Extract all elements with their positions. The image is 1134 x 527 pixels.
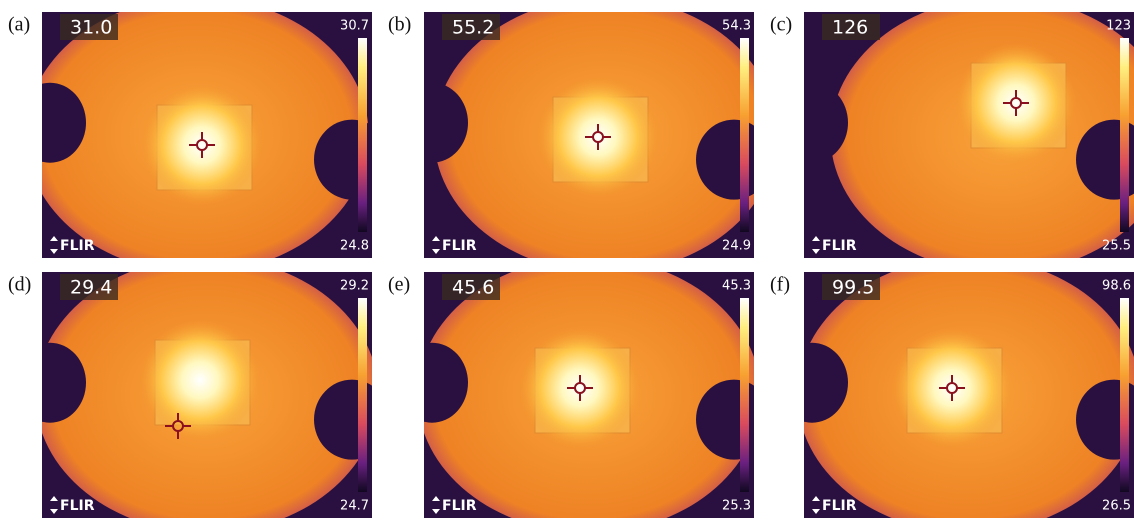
board-notch xyxy=(396,343,468,423)
scale-min: 24.7 xyxy=(340,499,369,514)
panel-label: (d) xyxy=(8,274,31,296)
scale-min: 26.5 xyxy=(1102,499,1131,514)
thermal-image: 45.6 45.3 25.3 FLIR xyxy=(396,257,772,523)
panel-label: (f) xyxy=(770,274,790,296)
spot-temperature: 29.4 xyxy=(70,277,112,299)
logo: FLIR xyxy=(442,498,477,514)
color-scale xyxy=(358,38,367,232)
color-scale xyxy=(358,298,367,492)
board-notch xyxy=(314,120,390,200)
spot-temperature: 45.6 xyxy=(452,277,494,299)
scale-min: 24.8 xyxy=(340,239,369,254)
board-notch xyxy=(396,83,468,163)
scale-min: 24.9 xyxy=(722,239,751,254)
spot-temperature: 31.0 xyxy=(70,17,112,39)
scale-max: 123 xyxy=(1106,19,1131,34)
scale-max: 30.7 xyxy=(340,19,369,34)
spot-temperature: 126 xyxy=(832,17,868,39)
scale-max: 45.3 xyxy=(722,279,751,294)
scale-min: 25.3 xyxy=(722,499,751,514)
hot-spot xyxy=(892,328,1012,448)
thermal-image: 99.5 98.6 26.5 FLIR xyxy=(776,257,1134,523)
hot-spot xyxy=(538,77,658,197)
panel-label: (c) xyxy=(770,14,792,36)
board-notch xyxy=(696,120,772,200)
scale-min: 25.5 xyxy=(1102,239,1131,254)
scale-max: 54.3 xyxy=(722,19,751,34)
color-scale xyxy=(1120,298,1129,492)
logo: FLIR xyxy=(60,498,95,514)
color-scale xyxy=(740,298,749,492)
panel-label: (e) xyxy=(388,274,410,296)
spot-temperature: 55.2 xyxy=(452,17,494,39)
spot-temperature: 99.5 xyxy=(832,277,874,299)
board-notch xyxy=(696,380,772,460)
logo: FLIR xyxy=(822,238,857,254)
logo: FLIR xyxy=(822,498,857,514)
panel-label: (b) xyxy=(388,14,411,36)
thermal-image: 126 123 25.5 FLIR xyxy=(776,0,1134,273)
hot-spot xyxy=(956,43,1076,163)
scale-max: 98.6 xyxy=(1102,279,1131,294)
figure: (a) 31.0 30.7 24.8 FLIR (b) 55.2 54.3 24.9 FLIR (c… xyxy=(0,0,1134,523)
hot-spot xyxy=(140,320,260,440)
logo: FLIR xyxy=(60,238,95,254)
hot-spot xyxy=(142,85,262,205)
color-scale xyxy=(1120,38,1129,232)
thermal-image: 31.0 30.7 24.8 FLIR xyxy=(14,0,390,273)
panel-label: (a) xyxy=(8,14,30,36)
board-notch xyxy=(14,83,86,163)
hot-spot xyxy=(520,328,640,448)
color-scale xyxy=(740,38,749,232)
board-notch xyxy=(776,343,848,423)
board-notch xyxy=(314,380,390,460)
board-notch xyxy=(776,83,848,163)
thermal-image: 55.2 54.3 24.9 FLIR xyxy=(396,0,777,273)
scale-max: 29.2 xyxy=(340,279,369,294)
logo: FLIR xyxy=(442,238,477,254)
thermal-image: 29.4 29.2 24.7 FLIR xyxy=(14,257,390,523)
board-notch xyxy=(14,343,86,423)
